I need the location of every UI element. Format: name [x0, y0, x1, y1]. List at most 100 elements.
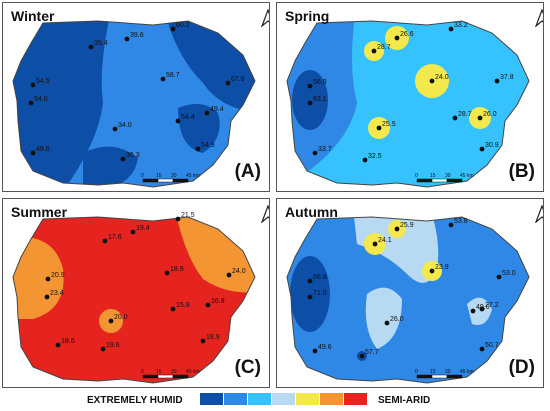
legend-label-humid: EXTREMELY HUMID	[87, 395, 183, 406]
map-panel-winter: 60.2 35.4 39.6 54.5 54.0 58.7 67.8 49.4 34.0 54.4…	[2, 2, 270, 192]
legend-swatch	[272, 393, 295, 405]
station-marker	[44, 294, 50, 300]
station-marker	[307, 83, 313, 89]
station-value: 16.8	[211, 298, 225, 305]
map-panel-summer: 21.5 17.6 19.4 20.9 23.4 18.9 24.0 20.0 15.8 16.8…	[2, 198, 270, 388]
station-value: 26.6	[400, 31, 414, 38]
station-marker	[170, 306, 176, 312]
station-marker	[45, 276, 51, 282]
scale-bar-segment	[446, 178, 463, 183]
panel-label: (C)	[234, 357, 261, 378]
scale-bar-tick: 15	[156, 173, 162, 179]
station-marker	[452, 115, 458, 121]
scale-bar-segment	[172, 374, 189, 379]
station-marker	[312, 348, 318, 354]
station-value: 34.0	[118, 122, 132, 129]
station-value: 28.7	[458, 111, 472, 118]
scale-bar-tick: 0	[415, 369, 418, 375]
panel-label: (B)	[508, 161, 535, 182]
panel-title: Summer	[11, 204, 68, 220]
panel-title: Winter	[11, 8, 55, 24]
station-marker	[307, 100, 313, 106]
scale-bar-tick: 45 km	[186, 369, 200, 375]
legend-swatch	[200, 393, 223, 405]
scale-bar-tick: 0	[141, 369, 144, 375]
station-marker	[384, 320, 390, 326]
station-value: 33.7	[318, 146, 332, 153]
station-value: 24.0	[435, 74, 449, 81]
station-value: 71.0	[313, 290, 327, 297]
scale-bar-tick: 30	[445, 369, 451, 375]
station-value: 24.0	[232, 268, 246, 275]
station-value: 26.0	[390, 316, 404, 323]
scale-bar-segment	[172, 178, 189, 183]
station-marker	[362, 157, 368, 163]
scale-bar-segment	[446, 374, 463, 379]
legend-swatch	[248, 393, 271, 405]
station-value: 36.3	[126, 152, 140, 159]
station-marker	[479, 306, 485, 312]
station-marker	[112, 126, 118, 132]
station-value: 19.4	[136, 225, 150, 232]
station-value: 66.8	[313, 274, 327, 281]
station-marker	[448, 26, 454, 32]
station-value: 49.6	[36, 146, 50, 153]
panel-title: Spring	[285, 8, 330, 24]
station-value: 35.4	[94, 40, 108, 47]
station-value: 18.9	[170, 266, 184, 273]
map-panel-spring: 33.2 28.7 26.6 56.8 63.1 24.0 37.8 28.7 26.0 25.5…	[276, 2, 544, 192]
scale-bar-segment	[431, 178, 448, 183]
legend-swatch	[320, 393, 343, 405]
station-marker	[205, 302, 211, 308]
station-marker	[225, 80, 231, 86]
scale-bar-tick: 0	[415, 173, 418, 179]
station-value: 20.9	[51, 272, 65, 279]
station-marker	[470, 308, 476, 314]
station-marker	[376, 125, 382, 131]
station-marker	[496, 274, 502, 280]
panel-label: (A)	[234, 161, 261, 182]
station-marker	[30, 82, 36, 88]
panel-label: (D)	[508, 357, 535, 378]
station-marker	[28, 100, 34, 106]
station-value: 50.7	[485, 342, 499, 349]
station-value: 56.8	[313, 79, 327, 86]
station-marker	[307, 294, 313, 300]
legend-swatch	[344, 393, 367, 405]
station-marker	[429, 78, 435, 84]
station-value: 58.7	[166, 72, 180, 79]
scale-bar-tick: 45 km	[460, 369, 474, 375]
station-marker	[200, 338, 206, 344]
scale-bar-tick: 15	[430, 173, 436, 179]
scale-bar-tick: 0	[141, 173, 144, 179]
station-marker	[429, 268, 435, 274]
legend-label-arid: SEMI-ARID	[378, 395, 431, 406]
scale-bar-tick: 45 km	[460, 173, 474, 179]
station-marker	[164, 270, 170, 276]
station-value: 28.7	[377, 44, 391, 51]
station-value: 49.6	[318, 344, 332, 351]
station-value: 25.9	[400, 222, 414, 229]
station-value: 24.1	[378, 237, 392, 244]
scale-bar-tick: 15	[430, 369, 436, 375]
station-value: 18.9	[206, 334, 220, 341]
scale-bar-segment	[416, 178, 433, 183]
station-value: 23.4	[50, 290, 64, 297]
scale-bar-segment	[142, 374, 159, 379]
station-value: 54.0	[34, 96, 48, 103]
legend: EXTREMELY HUMID SEMI-ARID	[0, 387, 550, 411]
panel-title: Autumn	[285, 204, 338, 220]
scale-bar-tick: 15	[156, 369, 162, 375]
station-marker	[394, 226, 400, 232]
scale-bar-tick: 30	[171, 173, 177, 179]
station-marker	[175, 216, 181, 222]
legend-swatch	[224, 393, 247, 405]
station-marker	[55, 342, 61, 348]
station-marker	[108, 318, 114, 324]
station-marker	[30, 150, 36, 156]
station-marker	[226, 272, 232, 278]
station-value: 53.8	[454, 218, 468, 225]
map-panel-autumn: 53.824.125.966.871.023.953.049.027.226.0…	[276, 198, 544, 388]
station-marker	[372, 241, 378, 247]
station-marker	[175, 118, 181, 124]
